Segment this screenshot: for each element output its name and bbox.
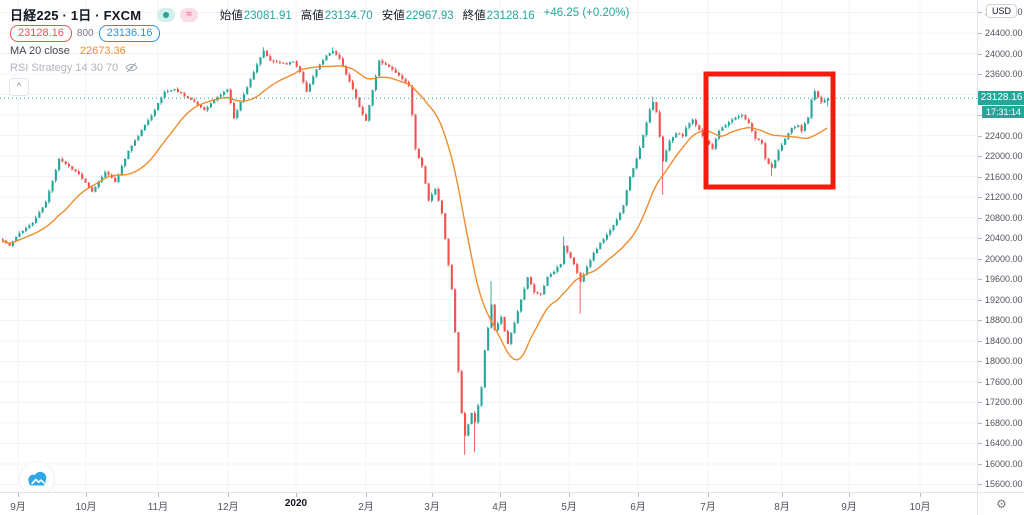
- currency-unit-button[interactable]: USD: [986, 4, 1018, 18]
- price-tick-label: 19200.00: [978, 295, 1024, 305]
- time-tick-mark: [920, 493, 921, 497]
- close-readout: 終値23128.16: [463, 7, 535, 23]
- close-label: 終値: [462, 9, 486, 22]
- time-tick-mark: [500, 493, 501, 497]
- time-tick-label: 3月: [424, 502, 440, 513]
- ma-legend[interactable]: MA 20 close 22673.36: [10, 45, 126, 57]
- high-readout: 高値23134.70: [301, 7, 373, 23]
- ask-button[interactable]: 23136.16: [98, 25, 161, 42]
- time-tick-label: 8月: [774, 502, 790, 513]
- price-tick-label: 20400.00: [978, 233, 1024, 243]
- open-label: 始値: [219, 9, 243, 22]
- bid-button[interactable]: 23128.16: [10, 25, 72, 42]
- annotation-rect[interactable]: [703, 71, 836, 190]
- price-axis[interactable]: 24800.0024400.0024000.0023600.0023200.00…: [977, 0, 1024, 492]
- axis-corner: ⚙: [977, 492, 1024, 515]
- price-tick-label: 18000.00: [978, 356, 1024, 366]
- time-tick-label: 4月: [492, 502, 508, 513]
- last-price-badge: 23128.16: [978, 91, 1024, 106]
- price-tick-label: 17600.00: [978, 377, 1024, 387]
- open-value: 23081.91: [243, 9, 292, 22]
- bar-countdown-badge: 17:31:14: [982, 105, 1024, 118]
- price-tick-label: 16800.00: [978, 418, 1024, 428]
- price-tick-label: 22400.00: [978, 131, 1024, 141]
- time-tick-label: 12月: [217, 502, 239, 513]
- time-tick-label: 9月: [10, 502, 26, 513]
- time-tick-mark: [296, 493, 297, 497]
- time-tick-mark: [638, 493, 639, 497]
- eye-slash-icon[interactable]: [125, 61, 138, 74]
- time-tick-mark: [708, 493, 709, 497]
- spread-label: 800: [76, 28, 94, 39]
- chart-surface[interactable]: [0, 0, 977, 492]
- price-tick-label: 24400.00: [978, 28, 1024, 38]
- high-value: 23134.70: [324, 9, 373, 22]
- time-tick-label: 2月: [358, 502, 374, 513]
- ma-label: MA 20 close: [10, 45, 70, 57]
- time-tick-label: 7月: [700, 502, 716, 513]
- price-tick-label: 21600.00: [978, 172, 1024, 182]
- time-tick-label: 5月: [561, 502, 577, 513]
- rsi-label: RSI Strategy 14 30 70: [10, 61, 119, 74]
- high-label: 高値: [300, 9, 324, 22]
- rsi-legend[interactable]: RSI Strategy 14 30 70: [10, 61, 138, 74]
- time-tick-mark: [366, 493, 367, 497]
- price-tick-label: 22000.00: [978, 151, 1024, 161]
- low-readout: 安値22967.93: [382, 7, 454, 23]
- time-tick-mark: [782, 493, 783, 497]
- time-tick-mark: [432, 493, 433, 497]
- time-tick-label: 10月: [909, 502, 931, 513]
- collapse-legend-button[interactable]: ^: [9, 78, 29, 96]
- time-tick-label: 10月: [75, 502, 97, 513]
- time-tick-label: 6月: [630, 502, 646, 513]
- status-dot-icon: [163, 11, 170, 18]
- price-tick-label: 20800.00: [978, 213, 1024, 223]
- symbol-title[interactable]: 日経225 · 1日 · FXCM: [10, 8, 142, 23]
- price-tick-label: 23600.00: [978, 69, 1024, 79]
- price-tick-label: 16400.00: [978, 438, 1024, 448]
- low-label: 安値: [381, 9, 405, 22]
- watermark-logo: [20, 462, 54, 496]
- price-tick-label: 18400.00: [978, 336, 1024, 346]
- time-tick-label: 2020: [284, 498, 308, 509]
- open-readout: 始値23081.91: [220, 7, 292, 23]
- ma-value: 22673.36: [79, 45, 126, 57]
- time-tick-label: 9月: [841, 502, 857, 513]
- bid-ask-row: 23128.16 800 23136.16: [10, 25, 161, 42]
- time-tick-mark: [158, 493, 159, 497]
- ideas-wave-toggle[interactable]: ≈: [180, 7, 198, 22]
- price-tick-label: 21200.00: [978, 192, 1024, 202]
- price-tick-label: 15600.00: [978, 479, 1024, 489]
- time-tick-mark: [569, 493, 570, 497]
- time-tick-mark: [849, 493, 850, 497]
- price-tick-label: 17200.00: [978, 397, 1024, 407]
- price-tick-label: 18800.00: [978, 315, 1024, 325]
- time-tick-mark: [228, 493, 229, 497]
- settings-gear-icon[interactable]: ⚙: [996, 497, 1007, 511]
- time-tick-mark: [86, 493, 87, 497]
- cloud-icon: [28, 471, 47, 486]
- close-value: 23128.16: [486, 9, 535, 22]
- market-status-toggle[interactable]: [157, 7, 176, 22]
- price-tick-label: 20000.00: [978, 254, 1024, 264]
- legend-row-symbol: 日経225 · 1日 · FXCM ≈ 始値23081.91 高値23134.7…: [10, 5, 629, 24]
- time-tick-label: 11月: [147, 502, 169, 513]
- change-value: +46.25 (+0.20%): [543, 6, 630, 19]
- ohlc-readout: 始値23081.91 高値23134.70 安値22967.93 終値23128…: [220, 7, 630, 23]
- time-axis[interactable]: 9月 10月 11月 12月 2020 2月 3月 4月 5月 6月 7月 8月 9月 10月: [0, 492, 977, 515]
- price-tick-label: 16000.00: [978, 459, 1024, 469]
- time-tick-mark: [18, 493, 19, 497]
- price-tick-label: 24000.00: [978, 49, 1024, 59]
- low-value: 22967.93: [405, 9, 454, 22]
- price-tick-label: 19600.00: [978, 274, 1024, 284]
